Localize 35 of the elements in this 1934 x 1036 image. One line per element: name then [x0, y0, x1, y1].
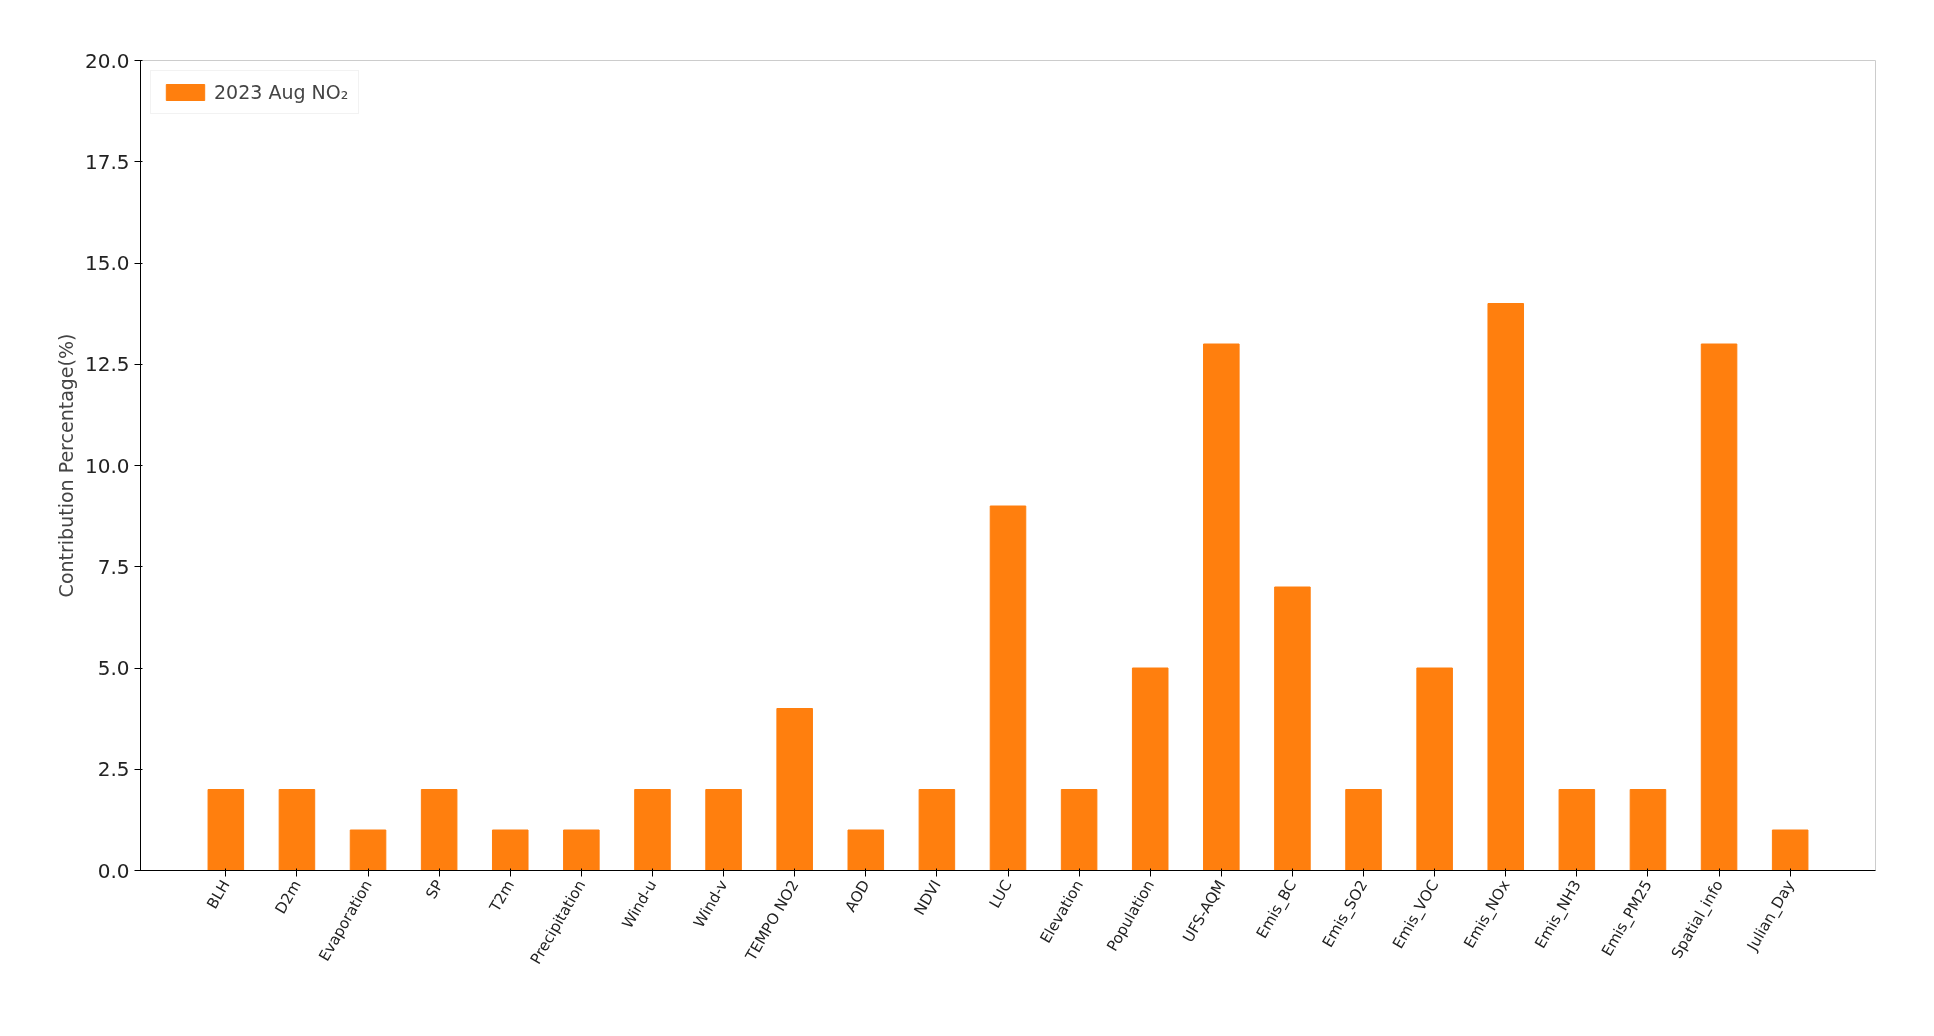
- bar: [1274, 586, 1311, 871]
- y-tick-label: 2.5: [97, 757, 130, 782]
- bar: [918, 789, 956, 871]
- bar: [1771, 829, 1809, 871]
- bar: [1487, 303, 1525, 871]
- bar: [1131, 667, 1169, 871]
- bar: [705, 789, 742, 871]
- bar: [1558, 789, 1596, 871]
- bar: [1203, 343, 1240, 871]
- y-tick-label: 12.5: [84, 352, 130, 377]
- x-tick-label: SP: [422, 876, 447, 903]
- bar: [1416, 667, 1453, 871]
- legend-label: 2023 Aug NO₂: [214, 81, 349, 103]
- y-tick-label: 0.0: [97, 858, 130, 883]
- bar: [1060, 789, 1098, 871]
- bar: [563, 829, 600, 871]
- y-axis-title: Contribution Percentage(%): [54, 333, 77, 598]
- bar: [207, 789, 245, 871]
- bar: [278, 789, 316, 871]
- bar: [1629, 789, 1667, 871]
- y-tick-label: 20.0: [84, 48, 130, 73]
- y-tick-label: 7.5: [97, 554, 130, 579]
- bar: [1700, 343, 1738, 871]
- bar: [776, 708, 813, 871]
- bar: [989, 505, 1027, 871]
- y-tick-label: 5.0: [97, 656, 130, 680]
- bar: [634, 789, 671, 871]
- y-tick-label: 15.0: [84, 251, 130, 275]
- bar: [491, 829, 529, 871]
- bar: [349, 829, 387, 871]
- y-tick-label: 10.0: [84, 453, 130, 478]
- bar: [1345, 789, 1382, 871]
- bar: [420, 789, 458, 871]
- y-tick-label: 17.5: [84, 149, 130, 174]
- bar: [847, 829, 885, 871]
